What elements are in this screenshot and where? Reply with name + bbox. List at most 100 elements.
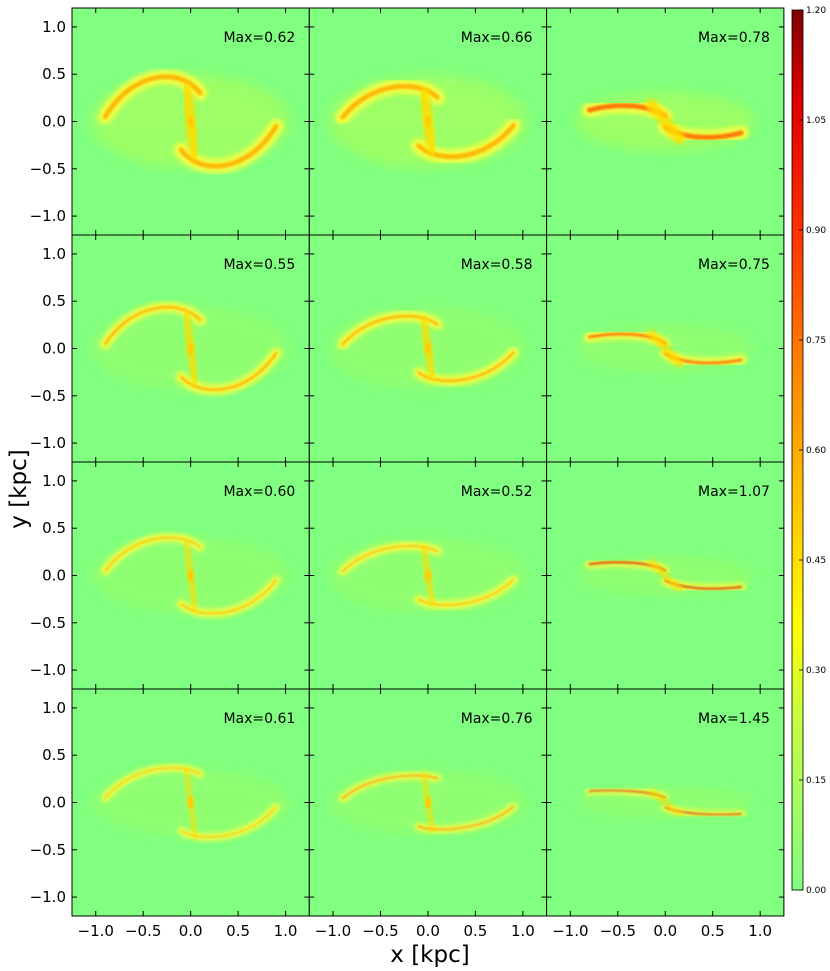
x-tick-label: −1.0 [315, 922, 351, 940]
max-label: Max=0.66 [461, 30, 533, 46]
panel: Max=0.52 [308, 461, 548, 690]
spiral-arm-core [104, 767, 201, 799]
nucleus [424, 342, 431, 355]
y-tick-label: −0.5 [30, 614, 66, 632]
colorbar-tick-label: 0.30 [806, 666, 826, 676]
y-tick-label: 0.5 [42, 292, 66, 310]
colorbar-tick-label: 0.00 [806, 886, 826, 896]
y-axis-title: y [kpc] [6, 449, 32, 528]
x-tick-label: 0.5 [701, 922, 725, 940]
max-label: Max=0.62 [223, 30, 295, 46]
max-label: Max=0.58 [461, 257, 533, 273]
y-tick-label: −0.5 [30, 841, 66, 859]
y-tick-label: 0.0 [42, 340, 66, 358]
y-tick-label: 1.0 [42, 699, 66, 717]
nucleus [187, 342, 194, 355]
x-tick-label: 1.0 [274, 922, 298, 940]
panel-grid: Max=0.62 Max=0.66 Max=0.78 Max=0.55 Max=0.58… [71, 7, 785, 917]
bar-feature [649, 789, 682, 816]
nucleus [187, 796, 194, 809]
bar-feature [647, 329, 683, 368]
max-label: Max=0.61 [223, 711, 295, 727]
y-tick-label: −1.0 [30, 661, 66, 679]
colorbar-tick-label: 0.45 [806, 556, 826, 566]
nucleus [424, 569, 431, 582]
panel: Max=0.55 [71, 234, 310, 463]
nucleus [424, 796, 431, 809]
x-tick-label: 0.0 [653, 922, 677, 940]
max-label: Max=0.75 [698, 257, 770, 273]
spiral-arm-core [417, 578, 515, 606]
y-tick-label: −0.5 [30, 387, 66, 405]
panel: Max=0.75 [546, 234, 785, 463]
spiral-arm-core [340, 83, 440, 120]
x-tick-label: −0.5 [125, 922, 161, 940]
spiral-arm-core [588, 789, 666, 799]
spiral-arm-core [178, 123, 279, 169]
x-tick-label: 0.0 [416, 922, 440, 940]
max-label: Max=0.55 [223, 257, 295, 273]
x-axis-title: x [kpc] [390, 942, 469, 968]
x-tick-label: −1.0 [78, 922, 114, 940]
spiral-arm-core [341, 545, 439, 573]
panel: Max=0.62 [71, 7, 310, 236]
y-tick-label: −1.0 [30, 434, 66, 452]
spiral-arm-core [180, 579, 277, 615]
max-label: Max=0.52 [461, 484, 533, 500]
x-tick-label: 0.5 [463, 922, 487, 940]
panel: Max=0.66 [308, 7, 548, 236]
max-label: Max=1.07 [698, 484, 770, 500]
x-tick-label: 1.0 [511, 922, 535, 940]
nucleus [187, 115, 194, 128]
y-tick-label: 1.0 [42, 472, 66, 490]
y-tick-label: −1.0 [30, 888, 66, 906]
axes: 1.0 0.5 0.0 −0.5 −1.0 1.0 0.5 0.0 −0.5 −1.0 1.0 0.5… [30, 18, 773, 940]
panel: Max=0.61 [71, 688, 310, 917]
y-tick-label: 0.5 [42, 746, 66, 764]
y-tick-label: 1.0 [42, 18, 66, 36]
x-tick-label: 1.0 [748, 922, 772, 940]
spiral-arm-core [104, 536, 201, 572]
max-label: Max=0.76 [461, 711, 533, 727]
panel: Max=0.58 [308, 234, 548, 463]
y-tick-label: −1.0 [30, 207, 66, 225]
spiral-arm-core [417, 351, 515, 383]
colorbar: 0.00 0.15 0.30 0.45 0.60 0.75 0.90 1.05 1.20 [791, 6, 826, 896]
panel: Max=0.60 [71, 461, 310, 690]
spiral-arm-core [664, 806, 742, 816]
y-tick-label: 0.5 [42, 519, 66, 537]
spiral-arm-core [415, 123, 516, 160]
spiral-arm-core [102, 74, 203, 120]
y-tick-label: 0.0 [42, 113, 66, 131]
colorbar-tick-label: 1.05 [806, 116, 826, 126]
spiral-arm-core [417, 805, 514, 831]
y-tick-label: −0.5 [30, 160, 66, 178]
panel: Max=1.07 [546, 461, 785, 690]
x-tick-label: −1.0 [552, 922, 588, 940]
colorbar-tick-label: 0.15 [806, 776, 826, 786]
colorbar-tick-label: 0.75 [806, 336, 826, 346]
y-tick-label: 0.0 [42, 794, 66, 812]
panel: Max=1.45 [546, 688, 785, 917]
bar-feature [648, 559, 682, 592]
max-label: Max=0.78 [698, 30, 770, 46]
nucleus [424, 115, 431, 128]
y-tick-label: 0.0 [42, 567, 66, 585]
x-tick-label: 0.5 [226, 922, 250, 940]
spiral-arm-core [179, 351, 278, 392]
panel: Max=0.76 [308, 688, 548, 917]
colorbar-tick-label: 0.60 [806, 446, 826, 456]
spiral-arm-core [341, 774, 439, 800]
spiral-arm-core [103, 305, 202, 346]
spiral-arm-core [180, 806, 277, 838]
bar-feature [645, 98, 685, 145]
spiral-arm-core [341, 314, 439, 346]
panel: Max=0.78 [546, 7, 785, 236]
colorbar-tick-label: 1.20 [806, 6, 826, 16]
y-tick-label: 1.0 [42, 245, 66, 263]
nucleus [187, 569, 194, 582]
x-tick-label: 0.0 [179, 922, 203, 940]
x-tick-label: −0.5 [600, 922, 636, 940]
colorbar-tick-label: 0.90 [806, 226, 826, 236]
